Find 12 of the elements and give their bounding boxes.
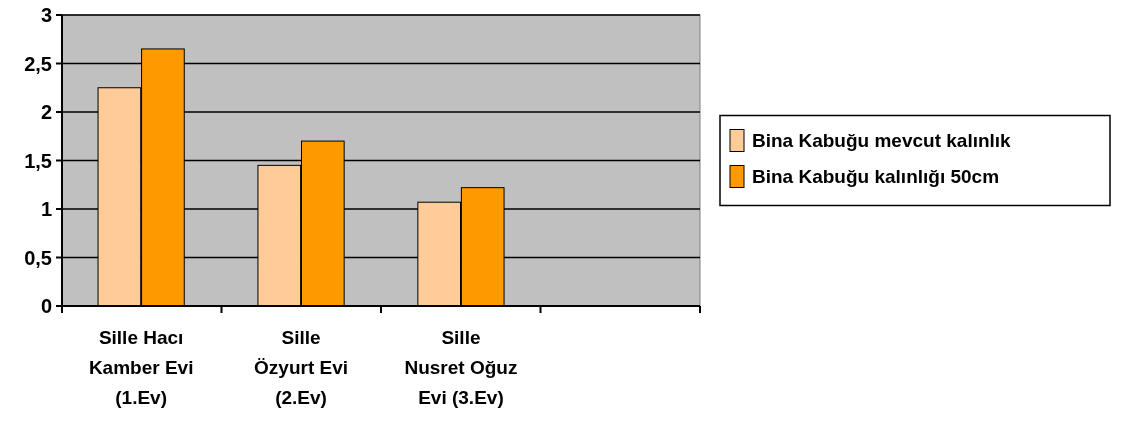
y-tick-label: 2: [40, 101, 52, 123]
y-tick-label: 3: [40, 4, 52, 26]
x-tick-label: Sille Hacı Kamber Evi (1.Ev): [88, 327, 194, 408]
legend-label: Bina Kabuğu kalınlığı 50cm: [752, 166, 1000, 188]
y-tick-label: 1,5: [24, 149, 52, 172]
x-tick-label: Sille Nusret Oğuz Evi (3.Ev): [404, 327, 518, 408]
x-tick-label: Sille Özyurt Evi (2.Ev): [254, 327, 349, 408]
y-tick-label: 2,5: [24, 52, 52, 75]
legend-label: Bina Kabuğu mevcut kalınlık: [752, 130, 1012, 152]
y-tick-label: 0,5: [24, 246, 52, 269]
y-tick-label: 1: [40, 198, 52, 220]
y-tick-label: 0: [40, 295, 52, 317]
